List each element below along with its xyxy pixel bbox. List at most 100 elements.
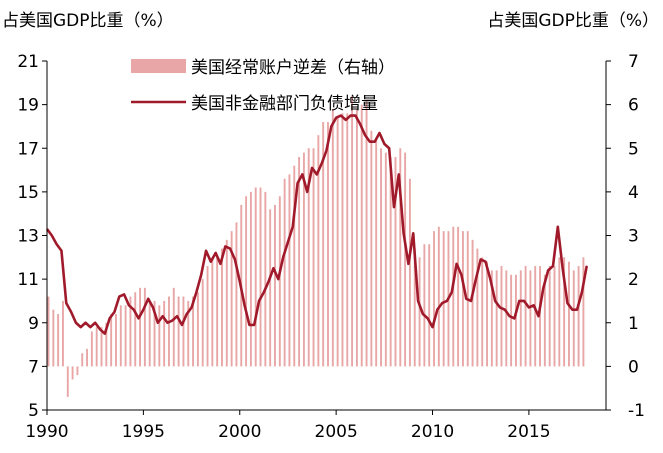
line-point	[349, 114, 352, 117]
bar	[163, 300, 166, 367]
bar	[119, 305, 122, 367]
line-point	[364, 134, 366, 136]
line-point	[239, 280, 241, 282]
line-point	[215, 252, 217, 254]
line-point	[465, 298, 467, 300]
bar	[563, 257, 566, 367]
line-point	[137, 317, 140, 319]
line-point	[109, 317, 111, 319]
line-point	[205, 250, 207, 252]
line-point	[60, 250, 63, 252]
line-point	[412, 232, 414, 234]
bar	[370, 130, 373, 367]
line-point	[378, 132, 381, 134]
line-point	[142, 309, 144, 311]
line-point	[229, 247, 231, 250]
left-tick-label: 9	[28, 314, 39, 334]
line-point	[282, 256, 284, 258]
bar	[115, 314, 117, 367]
bar	[230, 231, 233, 367]
bar	[495, 270, 498, 367]
line-point	[263, 291, 265, 293]
line-point	[104, 333, 106, 335]
line-point	[513, 317, 516, 319]
line-point	[581, 291, 583, 293]
bar	[47, 296, 50, 367]
bar	[360, 104, 363, 367]
line-point	[403, 232, 405, 234]
bar	[90, 331, 93, 367]
left-tick-label: 11	[17, 270, 39, 290]
bar	[399, 148, 402, 367]
bar	[553, 266, 556, 367]
line-point	[552, 265, 554, 267]
line-point	[369, 141, 371, 143]
bar	[158, 305, 161, 367]
line-point	[542, 287, 544, 289]
line-point	[518, 300, 520, 302]
line-point	[277, 278, 279, 280]
bar	[375, 139, 378, 367]
line-point	[296, 182, 299, 184]
bar	[534, 266, 537, 367]
line-point	[118, 295, 120, 298]
bar	[486, 261, 488, 367]
line-point	[243, 304, 246, 306]
left-tick-label: 5	[28, 401, 39, 421]
line-point	[470, 300, 472, 302]
bar	[216, 257, 219, 367]
line-point	[316, 173, 318, 176]
bar	[519, 270, 522, 367]
line-point	[422, 313, 424, 315]
line-point	[407, 263, 410, 265]
right-tick-label: 6	[628, 96, 639, 116]
line-point	[576, 309, 578, 311]
bar	[389, 156, 392, 367]
bar	[100, 327, 103, 367]
line-point	[99, 328, 101, 330]
line-point	[475, 278, 477, 280]
bar	[95, 327, 98, 367]
line-point	[533, 304, 535, 306]
bar	[582, 257, 585, 367]
bar	[505, 270, 508, 367]
line-point	[176, 315, 178, 317]
line-point	[200, 274, 202, 276]
line-point	[509, 315, 511, 317]
line-point	[398, 173, 400, 176]
line-series	[45, 114, 588, 335]
bar	[437, 226, 440, 367]
left-tick-label: 19	[17, 96, 39, 116]
line-point	[234, 258, 236, 261]
bar	[312, 148, 315, 367]
bar	[514, 274, 517, 367]
line-point	[51, 234, 53, 237]
bar	[302, 152, 305, 367]
bar	[129, 296, 132, 367]
bar	[408, 178, 411, 367]
right-tick-label: 4	[628, 183, 639, 203]
bar	[105, 322, 108, 367]
bar	[433, 231, 435, 367]
bar	[380, 148, 382, 367]
line-point	[383, 143, 385, 145]
line-point	[123, 293, 125, 295]
bar	[172, 287, 175, 367]
line-point	[374, 141, 376, 143]
right-tick-label: 2	[628, 270, 639, 290]
line-point	[393, 206, 395, 208]
line-point	[147, 298, 149, 300]
bar	[206, 266, 209, 367]
line-point	[431, 326, 434, 328]
line-point	[321, 162, 323, 165]
bar	[192, 296, 195, 367]
line-point	[417, 300, 419, 302]
bar	[269, 209, 272, 367]
bar	[168, 296, 170, 367]
line-point	[571, 309, 573, 311]
line-point	[359, 123, 361, 125]
line-point	[89, 326, 91, 328]
bar	[288, 174, 291, 367]
line-point	[586, 265, 588, 267]
line-point	[537, 315, 540, 317]
